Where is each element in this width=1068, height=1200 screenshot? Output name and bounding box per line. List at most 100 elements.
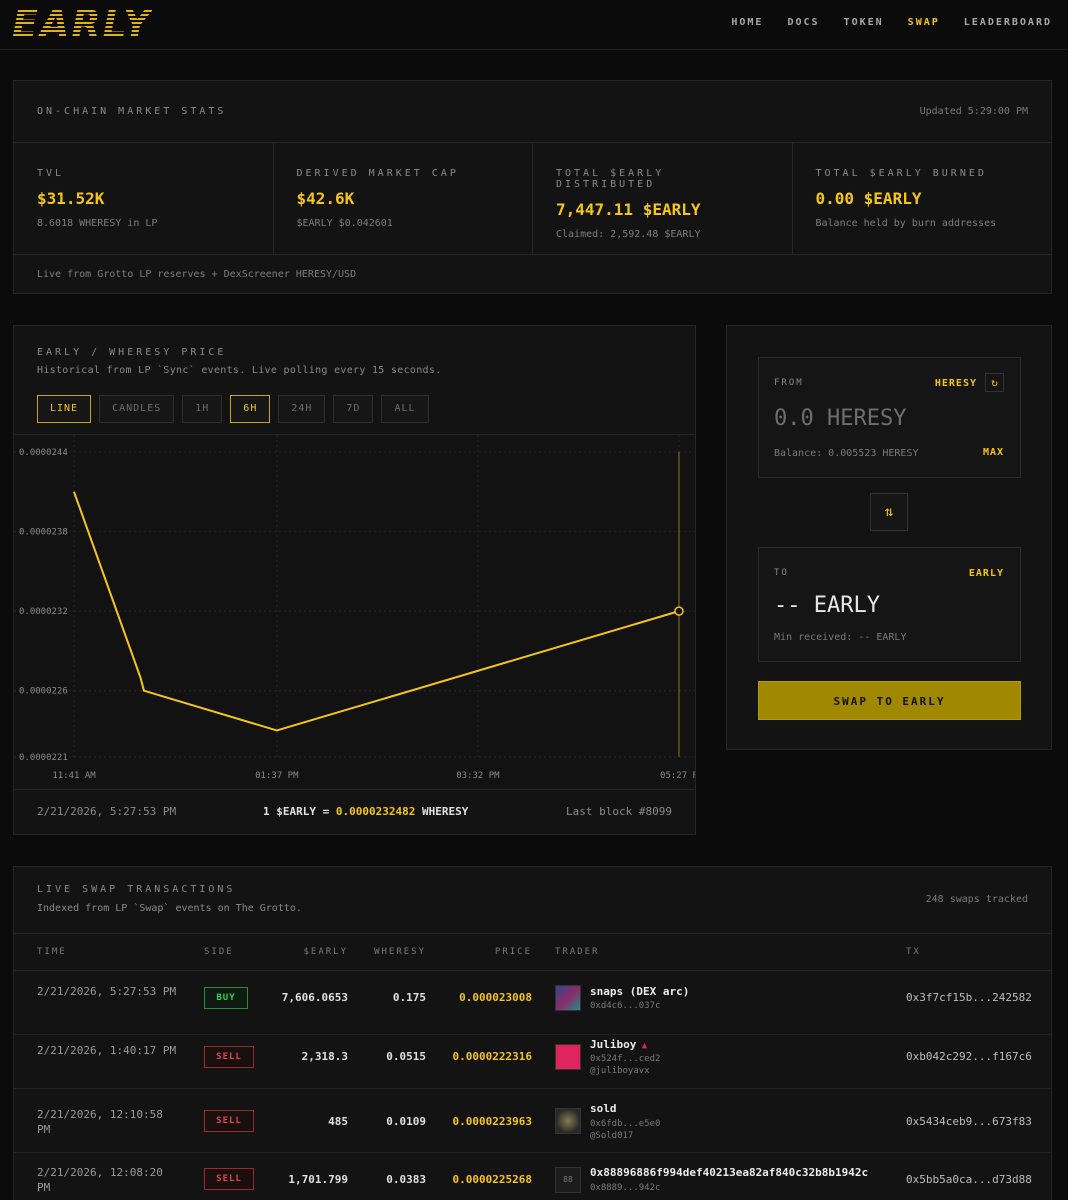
- to-box: TO EARLY -- EARLY Min received: -- EARLY: [758, 547, 1021, 662]
- tx-hash-link[interactable]: 0x5434ceb9...673f83: [906, 1115, 1032, 1128]
- side-badge: BUY: [204, 987, 248, 1009]
- stats-footer: Live from Grotto LP reserves + DexScreen…: [37, 269, 357, 280]
- timeframe-1h-button[interactable]: 1H: [182, 395, 223, 423]
- refresh-icon[interactable]: ↻: [985, 373, 1004, 392]
- trader-name[interactable]: 0x88896886f994def40213ea82af840c32b8b194…: [590, 1166, 869, 1179]
- to-token-selector[interactable]: EARLY: [968, 568, 1004, 579]
- trader-name-text: Juliboy: [590, 1038, 637, 1051]
- stat-value: 7,447.11 $EARLY: [556, 200, 701, 219]
- timeframe-24h-button[interactable]: 24H: [278, 395, 326, 423]
- timeframe-7d-button[interactable]: 7D: [333, 395, 374, 423]
- timeframe-all-button[interactable]: ALL: [381, 395, 429, 423]
- nav-token[interactable]: TOKEN: [843, 17, 884, 28]
- side-badge: SELL: [204, 1110, 254, 1132]
- row-price: 0.0000223963: [452, 1115, 532, 1128]
- chart-title: EARLY / WHERESY PRICE: [37, 347, 227, 358]
- market-stats-panel: ON-CHAIN MARKET STATS Updated 5:29:00 PM…: [13, 80, 1052, 294]
- tx-subtitle: Indexed from LP `Swap` events on The Gro…: [37, 903, 302, 914]
- nav-docs[interactable]: DOCS: [787, 17, 820, 28]
- stat-sub: Claimed: 2,592.48 $EARLY: [556, 229, 701, 240]
- row-time: 2/21/2026, 5:27:53 PM: [37, 985, 177, 998]
- stat-sub: $EARLY $0.042601: [296, 218, 393, 229]
- stats-title: ON-CHAIN MARKET STATS: [37, 106, 227, 117]
- trader-address: 0xd4c6...037c: [590, 1001, 661, 1011]
- row-time: 2/21/2026, 12:10:58 PM: [37, 1108, 163, 1136]
- row-wheresy: 0.175: [392, 991, 426, 1004]
- col-tx: TX: [906, 947, 921, 957]
- min-received: Min received: -- EARLY: [774, 632, 907, 643]
- tx-hash-link[interactable]: 0x5bb5a0ca...d73d88: [906, 1173, 1032, 1186]
- stat-market-cap: DERIVED MARKET CAP $42.6K $EARLY $0.0426…: [274, 143, 533, 254]
- col-early: $EARLY: [303, 947, 348, 957]
- avatar: 88: [555, 1167, 581, 1193]
- from-amount-input[interactable]: 0.0 HERESY: [774, 406, 907, 431]
- transactions-panel: LIVE SWAP TRANSACTIONS Indexed from LP `…: [13, 866, 1052, 1200]
- price-line-chart[interactable]: 0.0000244 0.0000238 0.0000232 0.0000226 0.00…: [14, 435, 695, 790]
- chart-area[interactable]: 0.0000244 0.0000238 0.0000232 0.0000226 0.00…: [14, 434, 695, 789]
- stat-label: TOTAL $EARLY DISTRIBUTED: [556, 168, 665, 190]
- tx-hash-link[interactable]: 0x3f7cf15b...242582: [906, 991, 1032, 1004]
- swap-direction-icon[interactable]: ⇅: [870, 493, 908, 531]
- row-wheresy: 0.0109: [386, 1115, 426, 1128]
- row-wheresy: 0.0383: [386, 1173, 426, 1186]
- stat-sub: Balance held by burn addresses: [815, 218, 997, 229]
- table-row[interactable]: 2/21/2026, 1:40:17 PM SELL 2,318.3 0.051…: [14, 1035, 1051, 1089]
- tx-hash-link[interactable]: 0xb042c292...f167c6: [906, 1050, 1032, 1063]
- to-label: TO: [774, 568, 789, 578]
- y-tick-label: 0.0000221: [19, 753, 68, 763]
- stat-value: $42.6K: [296, 189, 355, 208]
- chart-footer-price: 1 $EARLY = 0.0000232482 WHERESY: [263, 805, 468, 818]
- stats-row: TVL $31.52K 8.6018 WHERESY in LP DERIVED…: [14, 142, 1051, 255]
- trader-name[interactable]: sold: [590, 1102, 617, 1115]
- mode-line-button[interactable]: LINE: [37, 395, 92, 423]
- last-price-point: [674, 606, 684, 616]
- price-value: 0.0000232482: [335, 805, 416, 818]
- trader-handle[interactable]: @Sold017: [590, 1131, 634, 1141]
- col-wheresy: WHERESY: [374, 947, 426, 957]
- max-button[interactable]: MAX: [982, 447, 1004, 458]
- tx-count: 248 swaps tracked: [925, 894, 1028, 905]
- chart-footer: 2/21/2026, 5:27:53 PM 1 $EARLY = 0.00002…: [14, 789, 695, 834]
- nav-swap[interactable]: SWAP: [907, 17, 940, 28]
- avatar: [555, 985, 581, 1011]
- table-row[interactable]: 2/21/2026, 12:10:58 PM SELL 485 0.0109 0…: [14, 1089, 1051, 1153]
- stat-label: TOTAL $EARLY BURNED: [815, 168, 987, 179]
- swap-panel: FROM HERESY ↻ 0.0 HERESY Balance: 0.0055…: [726, 325, 1052, 750]
- trader-address: 0x8889...942c: [590, 1183, 661, 1193]
- y-tick-label: 0.0000226: [19, 687, 68, 697]
- table-row[interactable]: 2/21/2026, 12:08:20 PM SELL 1,701.799 0.…: [14, 1153, 1051, 1200]
- row-price: 0.0000222316: [452, 1050, 532, 1063]
- timeframe-selector: LINE CANDLES 1H 6H 24H 7D ALL: [37, 395, 429, 423]
- row-price: 0.000023008: [459, 991, 532, 1004]
- timeframe-6h-button[interactable]: 6H: [230, 395, 271, 423]
- table-row[interactable]: 2/21/2026, 5:27:53 PM BUY 7,606.0653 0.1…: [14, 971, 1051, 1035]
- avatar: [555, 1108, 581, 1134]
- x-tick-label: 03:32 PM: [456, 771, 500, 781]
- from-token-selector[interactable]: HERESY: [934, 378, 977, 389]
- flame-icon: ▲: [636, 1041, 648, 1051]
- col-price: PRICE: [494, 947, 532, 957]
- stat-label: TVL: [37, 168, 65, 179]
- logo[interactable]: EARLY: [12, 2, 153, 46]
- stat-tvl: TVL $31.52K 8.6018 WHERESY in LP: [14, 143, 274, 254]
- from-box: FROM HERESY ↻ 0.0 HERESY Balance: 0.0055…: [758, 357, 1021, 478]
- to-amount: -- EARLY: [774, 593, 880, 618]
- price-series-line: [73, 491, 680, 732]
- mode-candles-button[interactable]: CANDLES: [99, 395, 175, 423]
- from-balance: Balance: 0.005523 HERESY: [774, 448, 919, 459]
- trader-name[interactable]: Juliboy ▲: [590, 1038, 647, 1051]
- y-tick-label: 0.0000238: [19, 528, 68, 538]
- row-price: 0.0000225268: [452, 1173, 532, 1186]
- chart-subtitle: Historical from LP `Sync` events. Live p…: [37, 365, 442, 376]
- trader-address: 0x524f...ced2: [590, 1054, 661, 1064]
- stat-distributed: TOTAL $EARLY DISTRIBUTED 7,447.11 $EARLY…: [533, 143, 793, 254]
- top-header: EARLY HOME DOCS TOKEN SWAP LEADERBOARD: [0, 0, 1068, 50]
- nav-leaderboard[interactable]: LEADERBOARD: [963, 17, 1052, 28]
- nav-home[interactable]: HOME: [731, 17, 764, 28]
- trader-handle[interactable]: @juliboyavx: [590, 1066, 650, 1076]
- swap-button[interactable]: SWAP TO EARLY: [758, 681, 1021, 720]
- price-suffix: WHERESY: [415, 805, 469, 818]
- row-time: 2/21/2026, 12:08:20 PM: [37, 1166, 163, 1194]
- trader-name[interactable]: snaps (DEX arc): [590, 985, 690, 998]
- stat-value: $31.52K: [37, 189, 105, 208]
